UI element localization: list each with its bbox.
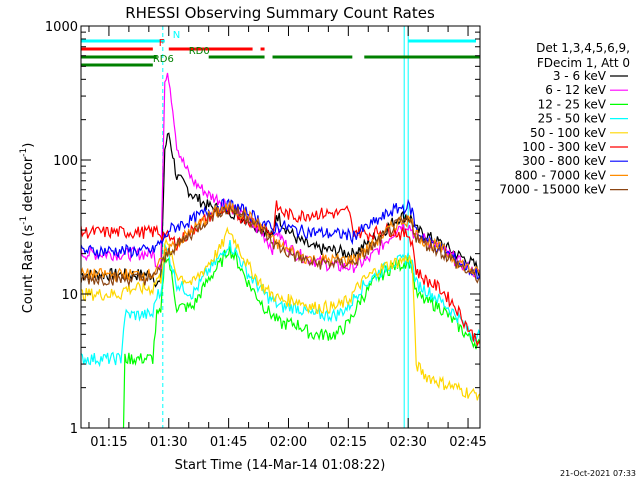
timestamp: 21-Oct-2021 07:33	[560, 469, 636, 478]
legend-label-3: 25 - 50 keV	[538, 112, 607, 126]
x-tick-label: 02:30	[389, 435, 426, 450]
flag-label-rd6: RD6	[153, 54, 174, 65]
series-line-5	[81, 200, 480, 347]
series-line-0	[81, 132, 480, 288]
legend-label-4: 50 - 100 keV	[530, 126, 607, 140]
legend-header-2: FDecim 1, Att 0	[537, 56, 630, 70]
y-tick-label: 1	[70, 422, 78, 437]
series-line-8	[81, 203, 480, 288]
legend-label-2: 12 - 25 keV	[538, 97, 607, 111]
y-tick-label: 10	[61, 288, 78, 303]
legend-label-8: 7000 - 15000 keV	[499, 183, 606, 197]
series-line-3	[81, 240, 480, 368]
x-tick-label: 01:30	[150, 435, 187, 450]
flag-label-rd0: RD0	[189, 46, 210, 57]
flag-label-n: N	[173, 30, 180, 41]
x-tick-label: 02:15	[330, 435, 367, 450]
legend-label-5: 100 - 300 keV	[522, 140, 606, 154]
y-tick-label: 1000	[45, 20, 78, 35]
y-tick-label: 100	[53, 154, 78, 169]
series-line-7	[81, 199, 480, 282]
x-tick-label: 02:45	[449, 435, 486, 450]
legend-label-1: 6 - 12 keV	[545, 83, 607, 97]
x-tick-label: 01:15	[90, 435, 127, 450]
legend-label-7: 800 - 7000 keV	[515, 168, 607, 182]
series-line-6	[81, 198, 480, 280]
series-line-4	[81, 226, 480, 401]
x-tick-label: 02:00	[270, 435, 307, 450]
series-layer	[81, 72, 480, 428]
chart-title: RHESSI Observing Summary Count Rates	[125, 4, 435, 22]
flag-label-f: F	[159, 38, 165, 49]
x-tick-label: 01:45	[210, 435, 247, 450]
x-axis-label: Start Time (14-Mar-14 01:08:22)	[175, 458, 386, 473]
series-line-1	[81, 72, 480, 278]
y-axis-label: Count Rate (s-1 detector-1)	[19, 143, 36, 314]
legend-label-0: 3 - 6 keV	[553, 69, 607, 83]
legend-header-1: Det 1,3,4,5,6,9,	[536, 41, 630, 55]
legend-label-6: 300 - 800 keV	[522, 154, 606, 168]
plot-frame	[80, 25, 481, 429]
